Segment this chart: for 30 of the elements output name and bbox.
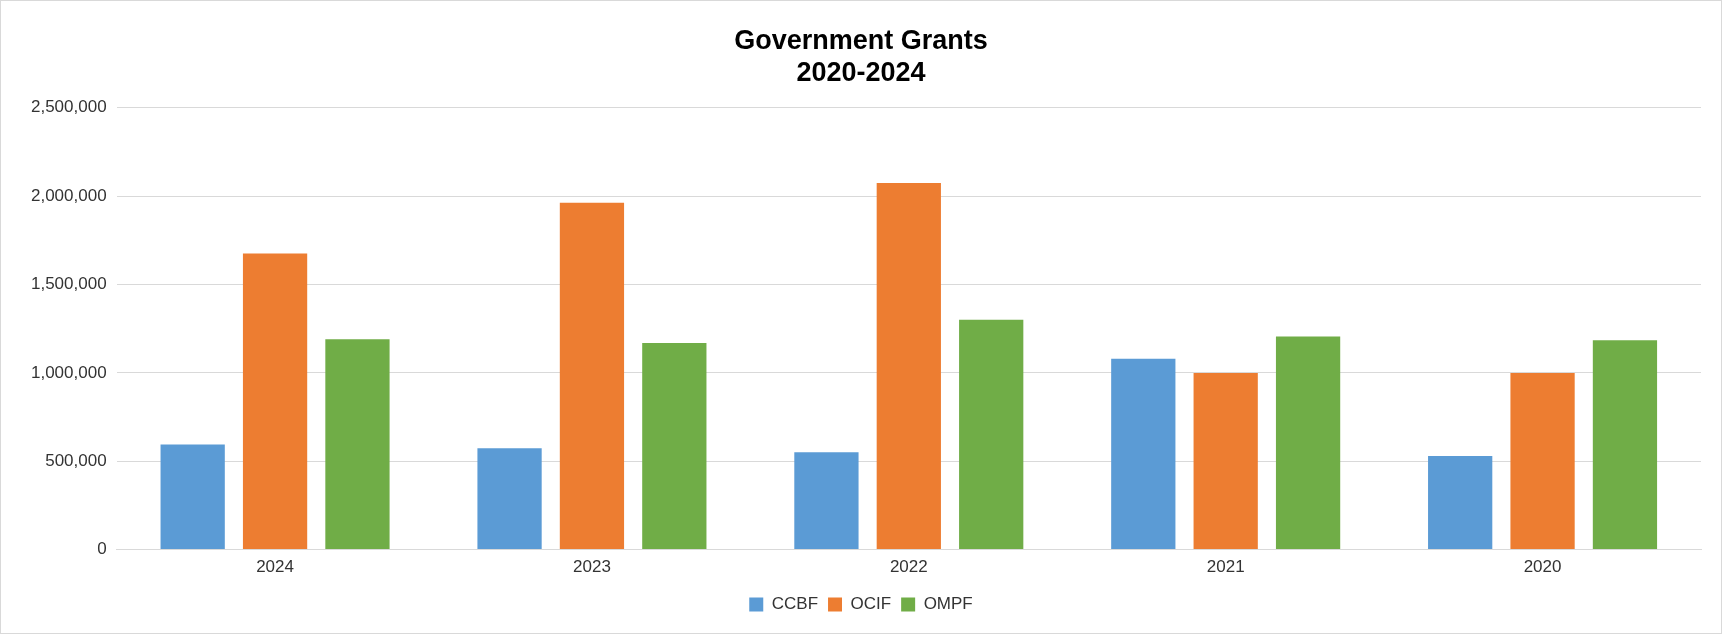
- bar: [1111, 358, 1176, 550]
- x-tick-label: 2023: [573, 557, 611, 577]
- bar: [1592, 340, 1658, 550]
- x-tick-label: 2021: [1206, 557, 1245, 577]
- bar: [325, 339, 390, 550]
- bar: [876, 183, 941, 550]
- bar: [559, 202, 625, 550]
- legend-label: OCIF: [850, 594, 892, 614]
- bar: [160, 444, 225, 550]
- y-tick-label: 1,500,000: [30, 274, 107, 294]
- y-tick-label: 0: [97, 539, 107, 559]
- bar: [794, 452, 859, 550]
- bar: [1193, 372, 1258, 550]
- bar: [642, 343, 707, 550]
- y-tick-label: 1,000,000: [30, 362, 107, 382]
- x-tick-label: 2020: [1523, 557, 1562, 577]
- bar: [242, 253, 308, 550]
- bar: [1428, 456, 1493, 550]
- legend-label: CCBF: [771, 594, 819, 614]
- y-tick-label: 500,000: [45, 450, 107, 470]
- x-tick-label: 2024: [256, 557, 294, 577]
- legend-label: OMPF: [923, 594, 973, 614]
- y-tick-label: 2,000,000: [30, 185, 107, 205]
- bar: [1275, 336, 1341, 550]
- chart-title: Government Grants 2020-2024: [734, 24, 988, 88]
- bar: [477, 448, 542, 550]
- bar: [959, 319, 1024, 550]
- bar: [1510, 372, 1575, 550]
- x-tick-label: 2022: [889, 557, 928, 577]
- y-tick-label: 2,500,000: [30, 97, 107, 117]
